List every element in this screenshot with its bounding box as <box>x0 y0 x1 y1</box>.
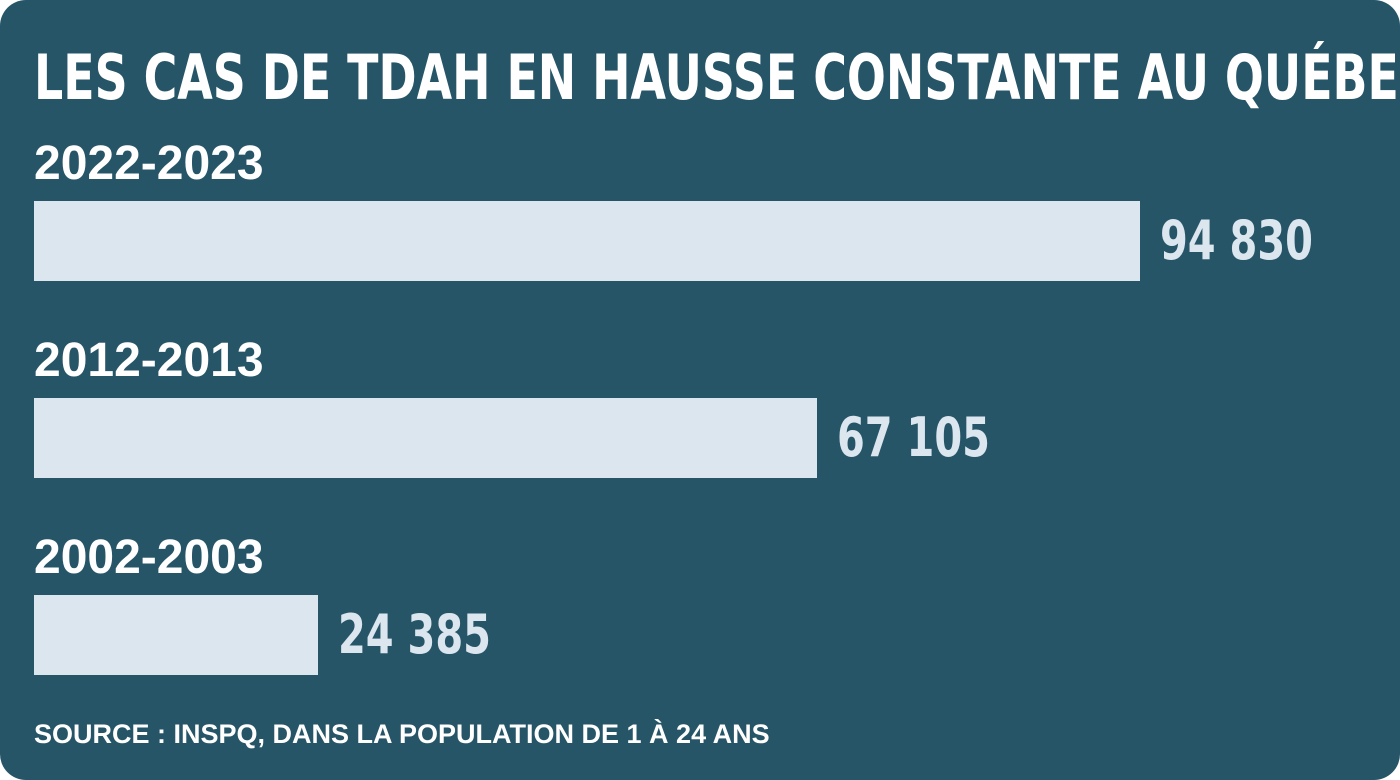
bar <box>34 201 1140 281</box>
category-label: 2012-2013 <box>34 334 264 387</box>
category-label: 2022-2023 <box>34 137 264 190</box>
chart-source: SOURCE : INSPQ, DANS LA POPULATION DE 1 … <box>34 719 770 749</box>
data-label: 94 830 <box>1160 209 1313 272</box>
data-label: 24 385 <box>338 603 491 666</box>
bar <box>34 595 318 675</box>
data-label: 67 105 <box>837 406 990 469</box>
bar <box>34 398 817 478</box>
chart-title: LES CAS DE TDAH EN HAUSSE CONSTANTE AU Q… <box>34 41 1400 114</box>
category-label: 2002-2003 <box>34 531 264 584</box>
